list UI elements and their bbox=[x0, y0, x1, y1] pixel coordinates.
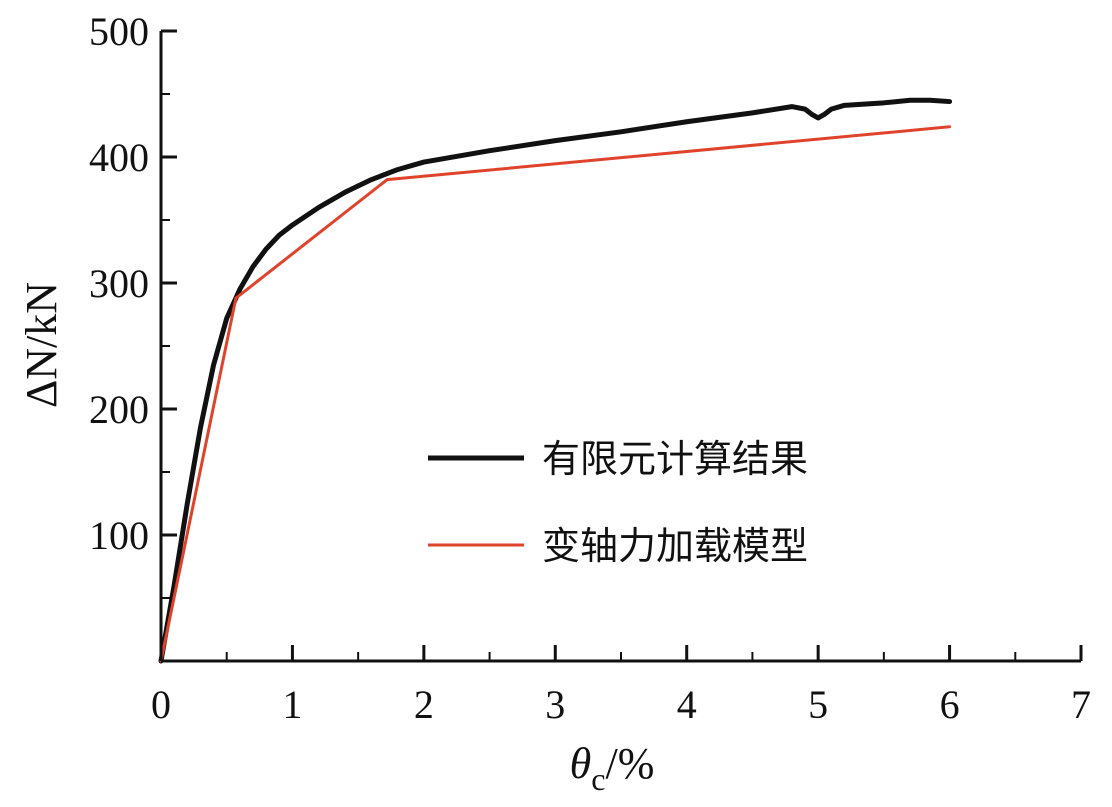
series-layer bbox=[158, 97, 953, 664]
y-tick-label: 400 bbox=[89, 135, 149, 180]
y-tick-label: 200 bbox=[89, 387, 149, 432]
x-tick-label: 3 bbox=[545, 682, 565, 727]
y-tick-label: 300 bbox=[89, 261, 149, 306]
x-axis-title: θc/% bbox=[570, 739, 655, 797]
y-tick-labels: 100 200 300 400 500 bbox=[89, 9, 149, 558]
x-tick-label: 7 bbox=[1071, 682, 1091, 727]
x-axis-title-sub: c bbox=[591, 761, 605, 797]
x-axis-title-unit: /% bbox=[605, 739, 654, 788]
y-tick-label: 100 bbox=[89, 513, 149, 558]
legend-label-fem: 有限元计算结果 bbox=[542, 437, 808, 481]
x-tick-labels: 0 1 2 3 4 5 6 7 bbox=[151, 682, 1091, 727]
x-tick-label: 4 bbox=[677, 682, 697, 727]
y-tick-label: 500 bbox=[89, 9, 149, 54]
legend: 有限元计算结果 变轴力加载模型 bbox=[428, 437, 808, 568]
series-line-fem bbox=[158, 97, 953, 664]
x-axis-title-main: θ bbox=[570, 739, 592, 788]
legend-label-model: 变轴力加载模型 bbox=[542, 524, 808, 568]
x-tick-label: 0 bbox=[151, 682, 171, 727]
y-axis-title: ΔN/kN bbox=[17, 282, 66, 408]
x-tick-label: 5 bbox=[808, 682, 828, 727]
x-tick-label: 2 bbox=[414, 682, 434, 727]
x-tick-label: 6 bbox=[940, 682, 960, 727]
x-tick-label: 1 bbox=[282, 682, 302, 727]
series-line-model bbox=[159, 125, 952, 663]
